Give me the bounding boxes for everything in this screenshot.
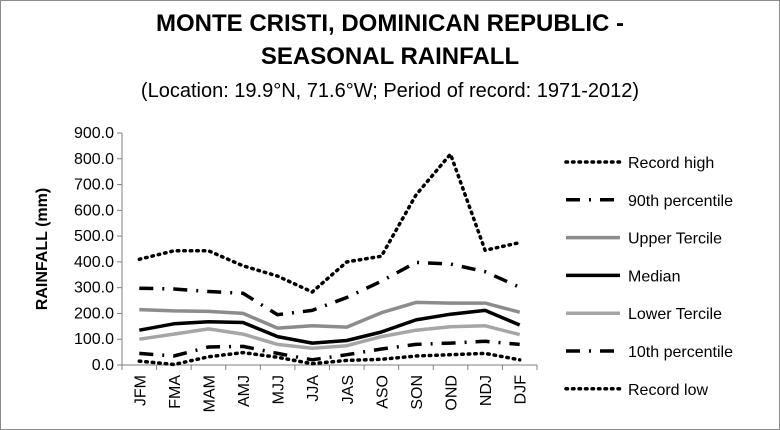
y-tick-label: 500.0	[74, 228, 114, 245]
x-tick-label: JFM	[132, 375, 149, 406]
legend-label-lower-tercile: Lower Tercile	[628, 306, 722, 323]
chart-title-line2: SEASONAL RAINFALL	[260, 43, 520, 70]
legend-label-median: Median	[628, 268, 680, 285]
series-line-upper-tercile	[139, 300, 521, 330]
x-tick-label: JAS	[340, 375, 357, 404]
x-tick-label: OND	[444, 375, 461, 411]
x-tick-label: MJJ	[271, 375, 288, 404]
legend-label-10th-percentile: 10th percentile	[628, 344, 733, 361]
x-tick-label: MAM	[201, 375, 218, 412]
legend-label-record-high: Record high	[628, 155, 714, 172]
y-tick-label: 0.0	[92, 357, 114, 374]
legend-label-upper-tercile: Upper Tercile	[628, 231, 722, 248]
chart-subtitle: (Location: 19.9°N, 71.6°W; Period of rec…	[140, 80, 640, 102]
x-tick-label: DJF	[513, 375, 530, 405]
y-tick-label: 100.0	[74, 331, 114, 348]
y-tick-label: 700.0	[74, 177, 114, 194]
x-tick-label: NDJ	[478, 375, 495, 406]
y-tick-label: 200.0	[74, 305, 114, 322]
series-line-lower-tercile	[139, 324, 521, 350]
y-tick-label: 300.0	[74, 280, 114, 297]
legend-label-record-low: Record low	[628, 382, 708, 399]
y-tick-label: 900.0	[74, 125, 114, 142]
y-tick-label: 600.0	[74, 202, 114, 219]
chart-title-line1: MONTE CRISTI, DOMINICAN REPUBLIC -	[156, 10, 624, 37]
legend-label-90th-percentile: 90th percentile	[628, 193, 733, 210]
series-line-10th-percentile	[139, 339, 520, 362]
y-tick-label: 800.0	[74, 151, 114, 168]
y-tick-label: 400.0	[74, 254, 114, 271]
series-line-median	[138, 308, 521, 345]
x-tick-label: AMJ	[236, 375, 253, 407]
x-tick-label: FMA	[167, 375, 184, 409]
x-tick-label: ASO	[374, 375, 391, 409]
series-line-record-high	[137, 152, 522, 294]
series-line-90th-percentile	[139, 260, 521, 317]
y-axis-label: RAINFALL (mm)	[34, 188, 51, 310]
x-tick-label: SON	[409, 375, 426, 410]
series-line-record-low	[137, 350, 522, 367]
x-tick-label: JJA	[305, 375, 322, 402]
